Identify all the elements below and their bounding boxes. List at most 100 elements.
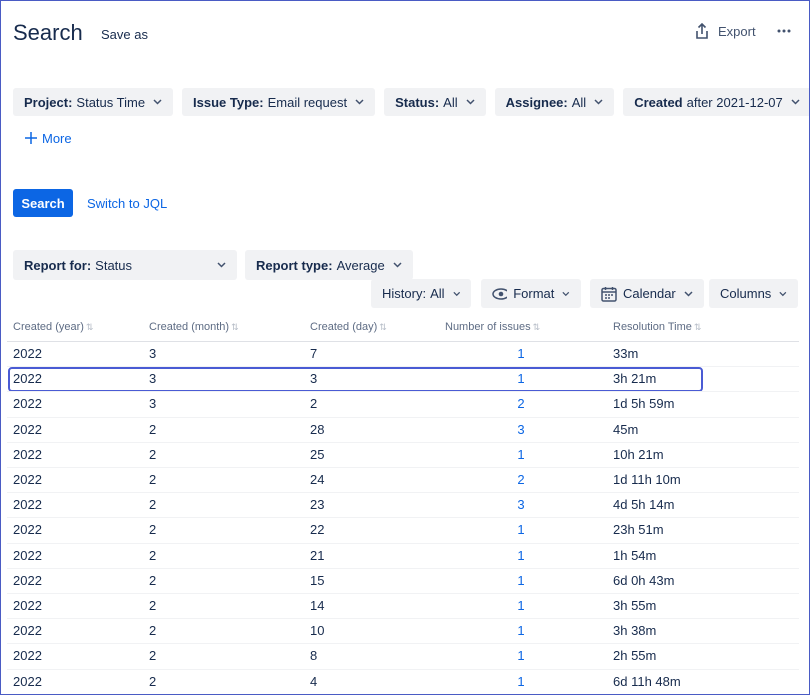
filter-button[interactable]: Issue Type: Email request [182, 88, 376, 116]
column-title: Created (day) [310, 321, 378, 333]
table-cell: 6d 11h 48m [613, 673, 681, 689]
table-cell: 2 [149, 497, 157, 513]
row-divider [7, 542, 799, 544]
table-cell: 2022 [13, 472, 42, 487]
sort-icon: ⇅ [532, 322, 541, 332]
issue-count-link[interactable]: 1 [517, 623, 525, 639]
filter-label: Created [634, 94, 683, 110]
table-cell: 3 [149, 346, 157, 361]
issue-count-link[interactable]: 1 [517, 572, 525, 588]
issue-count-link[interactable]: 2 [517, 472, 525, 487]
issue-count-link[interactable]: 1 [517, 598, 525, 613]
issue-count-link[interactable]: 1 [517, 522, 525, 538]
row-divider [7, 643, 799, 645]
column-title: Resolution Time [613, 321, 692, 333]
column-title: Created (month) [149, 321, 230, 333]
table-cell: 2 [149, 673, 157, 689]
table-cell: 28 [310, 421, 325, 437]
issue-count-link[interactable]: 3 [517, 421, 525, 437]
column-header[interactable]: Resolution Time ⇅ [613, 321, 701, 333]
table-cell: 2022 [13, 522, 42, 538]
row-divider [7, 416, 799, 418]
issue-count-link[interactable]: 3 [517, 497, 525, 513]
issue-count-link[interactable]: 1 [517, 673, 525, 689]
columns-button[interactable]: Columns [709, 279, 798, 308]
chevron [779, 291, 787, 296]
column-header[interactable]: Created (day) ⇅ [310, 321, 387, 333]
table-cell: 2022 [13, 346, 42, 361]
table-cell: 2022 [13, 623, 42, 639]
issue-count-link[interactable]: 1 [517, 547, 525, 563]
table-cell: 2 [149, 522, 157, 538]
table-cell: 1d 11h 10m [613, 472, 681, 487]
table-cell: 1h 54m [613, 547, 657, 563]
sort-icon: ⇅ [693, 322, 702, 332]
chevron [452, 291, 460, 296]
filter-button[interactable]: Created after 2021-12-07 [623, 88, 809, 116]
filter-value: All [443, 94, 458, 110]
issue-count-link[interactable]: 1 [517, 346, 525, 361]
row-divider [7, 668, 799, 670]
issue-count-link[interactable]: 1 [517, 371, 525, 387]
issue-count-link[interactable]: 1 [517, 648, 525, 664]
report-for-value: Status [95, 257, 133, 273]
table-cell: 23h 51m [613, 522, 664, 538]
filter-button[interactable]: Assignee: All [494, 88, 615, 116]
table-cell: 2022 [13, 547, 42, 563]
table-cell: 2h 55m [613, 648, 657, 664]
table-cell: 21 [310, 547, 325, 563]
history[interactable]: History: All [371, 279, 471, 308]
table-cell: 10h 21m [613, 446, 664, 462]
row-highlight [8, 367, 703, 392]
chevron [355, 99, 364, 105]
chevron [562, 291, 570, 296]
chevron [393, 262, 402, 268]
report-for-label: Report for: [24, 257, 92, 273]
column-header[interactable]: Created (year) ⇅ [13, 321, 93, 333]
issue-count-link[interactable]: 1 [517, 446, 525, 462]
filter-button[interactable]: Status: All [384, 88, 486, 116]
table-cell: 2022 [13, 421, 42, 437]
table-cell: 2 [149, 421, 157, 437]
table-cell: 8 [310, 648, 318, 664]
search-button[interactable]: Search [13, 189, 73, 217]
table-cell: 4d 5h 14m [613, 497, 675, 513]
switch-jql[interactable]: Switch to JQL [87, 196, 168, 211]
format[interactable]: Format [481, 279, 581, 308]
table-cell: 2022 [13, 598, 42, 613]
table-cell: 2 [149, 547, 157, 563]
row-divider [7, 567, 799, 569]
report-type[interactable]: Report type: Average [245, 250, 413, 280]
plus-icon[interactable] [25, 132, 37, 144]
page-title: Search [13, 20, 83, 45]
report-for[interactable]: Report for: Status [13, 250, 237, 280]
issue-count-link[interactable]: 2 [517, 396, 525, 412]
history-label: History: [382, 286, 427, 301]
table-cell: 10 [310, 623, 325, 639]
row-divider [7, 366, 799, 368]
export[interactable]: Export [718, 24, 756, 39]
row-divider [7, 391, 799, 393]
table-cell: 25 [310, 446, 325, 462]
more-filters[interactable]: More [42, 131, 72, 146]
table-cell: 2 [149, 598, 157, 613]
column-header[interactable]: Number of issues ⇅ [445, 321, 540, 333]
filter-button[interactable]: Project: Status Time [13, 88, 174, 116]
filter-label: Issue Type: [193, 94, 264, 110]
row-divider [7, 467, 799, 468]
table-cell: 3 [149, 396, 157, 412]
history-value: All [430, 286, 445, 301]
calendar[interactable]: Calendar [590, 279, 704, 308]
chevron [153, 99, 162, 105]
export-icon[interactable] [695, 23, 709, 40]
column-title: Number of issues [445, 321, 531, 333]
column-header[interactable]: Created (month) ⇅ [149, 321, 239, 333]
table-cell: 2 [149, 572, 157, 588]
table-cell: 15 [310, 572, 325, 588]
save-as[interactable]: Save as [101, 27, 148, 42]
table-cell: 3h 55m [613, 598, 657, 613]
sort-icon: ⇅ [379, 322, 387, 332]
more-actions[interactable] [777, 29, 791, 33]
table-cell: 24 [310, 472, 325, 487]
